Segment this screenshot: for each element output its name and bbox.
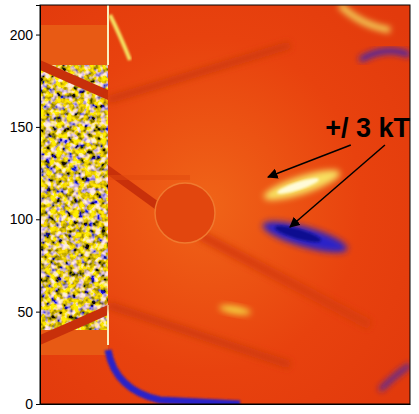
annotation: +/ 3 kT (325, 113, 410, 143)
annotation-arrow (290, 145, 385, 227)
left-region (40, 25, 108, 355)
y-tick-label: 50 (17, 304, 33, 320)
negative-streak (380, 365, 410, 390)
y-tick-mark (36, 127, 40, 128)
edge (107, 5, 109, 65)
annotation-arrow (268, 145, 351, 177)
y-tick: 0 (25, 396, 40, 412)
field-image (40, 5, 410, 404)
positive-streak (110, 15, 130, 60)
chart: 0 50 100 150 200 +/ 3 kT (0, 0, 419, 414)
x-axis-line (41, 404, 411, 405)
streak (108, 45, 290, 100)
streak (108, 305, 290, 365)
wall (108, 175, 190, 180)
positive-streak (340, 5, 390, 30)
y-axis-line (36, 6, 41, 405)
y-tick: 150 (10, 119, 40, 135)
plot-frame (40, 5, 410, 404)
y-tick-label: 0 (25, 396, 33, 412)
y-tick: 200 (10, 27, 40, 43)
wall (40, 60, 108, 100)
y-tick-label: 150 (10, 119, 34, 135)
y-tick-mark (36, 219, 40, 220)
left-texture (40, 65, 108, 330)
y-tick-label: 200 (10, 27, 34, 43)
x-axis (41, 404, 411, 405)
y-axis: 0 50 100 150 200 (10, 6, 41, 412)
y-tick-mark (36, 312, 40, 313)
y-tick: 100 (10, 211, 40, 227)
y-tick-mark (36, 404, 40, 405)
negative-core (274, 223, 323, 246)
wall (40, 305, 108, 345)
y-tick-mark (36, 35, 40, 36)
edge (107, 305, 109, 345)
positive-core (276, 175, 320, 196)
background (40, 5, 410, 404)
plot: 0 50 100 150 200 (10, 5, 411, 412)
positive-lobe (261, 164, 343, 206)
positive-streak (219, 303, 252, 316)
negative-lobe (260, 215, 350, 258)
y-tick-label: 100 (10, 211, 34, 227)
negative-streak (360, 51, 410, 60)
y-tick: 50 (17, 304, 40, 320)
negative-band (108, 350, 240, 404)
target (155, 183, 215, 243)
